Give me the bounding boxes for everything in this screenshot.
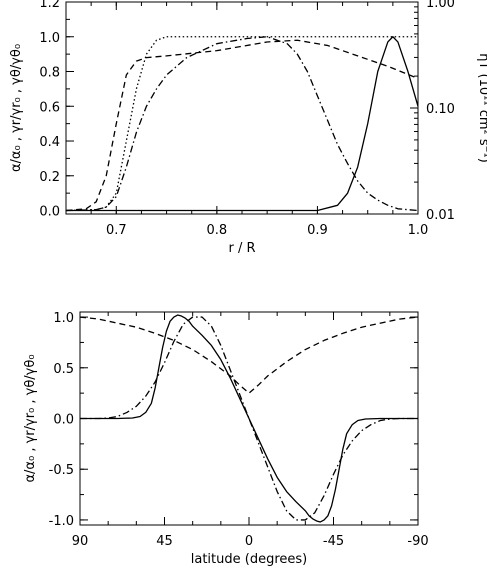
y-tick-label: 0.4 <box>39 135 60 150</box>
series-line-dash-dot <box>66 36 418 212</box>
y-tick-label: 1.0 <box>39 31 60 46</box>
x-tick-label: 0.7 <box>106 223 127 238</box>
series-line-solid <box>80 314 418 523</box>
y-tick-label: 0.6 <box>39 100 60 115</box>
bottom-chart-panel: 90 45 0 -45 -90 -1.0 -0.5 0.0 0.5 1.0 latitude (de… <box>23 311 429 567</box>
x-tick-label: 90 <box>72 534 89 549</box>
series-line-dashed <box>80 316 418 394</box>
x-tick-label: 0.8 <box>207 223 228 238</box>
x-tick-label: 0.9 <box>307 223 328 238</box>
y-tick-label: -1.0 <box>49 514 74 529</box>
x-axis-label: r / R <box>228 241 255 256</box>
y-tick-label: 1.2 <box>39 0 60 11</box>
series-group <box>80 314 418 523</box>
series-line-dotted <box>66 36 418 212</box>
x-tick-label: -90 <box>407 534 428 549</box>
x-tick-label: -45 <box>323 534 344 549</box>
y-tick-label: 0.5 <box>53 362 74 377</box>
y2-tick-label: 1.00 <box>426 0 455 11</box>
y2-axis-label: ηT (10¹¹ cm² s⁻¹) <box>476 53 487 163</box>
x-tick-label: 1.0 <box>408 223 429 238</box>
x-axis-label: latitude (degrees) <box>191 552 307 567</box>
y-axis-label: α/α₀ , γr/γr₀ , γθ/γθ₀ <box>9 44 24 172</box>
y2-tick-label: 0.01 <box>426 208 455 223</box>
y-tick-label: 0.0 <box>39 205 60 220</box>
top-chart-panel: 0.7 0.8 0.9 1.0 0.0 0.2 0.4 0.6 0.8 1.0 1.2 0.01 0.1… <box>9 0 487 256</box>
x-tick-label: 0 <box>245 534 253 549</box>
x-tick-label: 45 <box>156 534 173 549</box>
series-line-dash-dot <box>80 316 418 521</box>
series-line-solid <box>66 36 418 212</box>
series-group <box>66 36 418 212</box>
series-line-dashed <box>66 39 418 212</box>
y-tick-label: 0.0 <box>53 413 74 428</box>
y-axis-label: α/α₀ , γr/γr₀ , γθ/γθ₀ <box>23 354 38 482</box>
y-tick-label: 0.2 <box>39 170 60 185</box>
y-tick-label: 0.8 <box>39 66 60 81</box>
y-tick-label: 1.0 <box>53 311 74 326</box>
y-tick-label: -0.5 <box>49 463 74 478</box>
y2-tick-label: 0.10 <box>426 102 455 117</box>
